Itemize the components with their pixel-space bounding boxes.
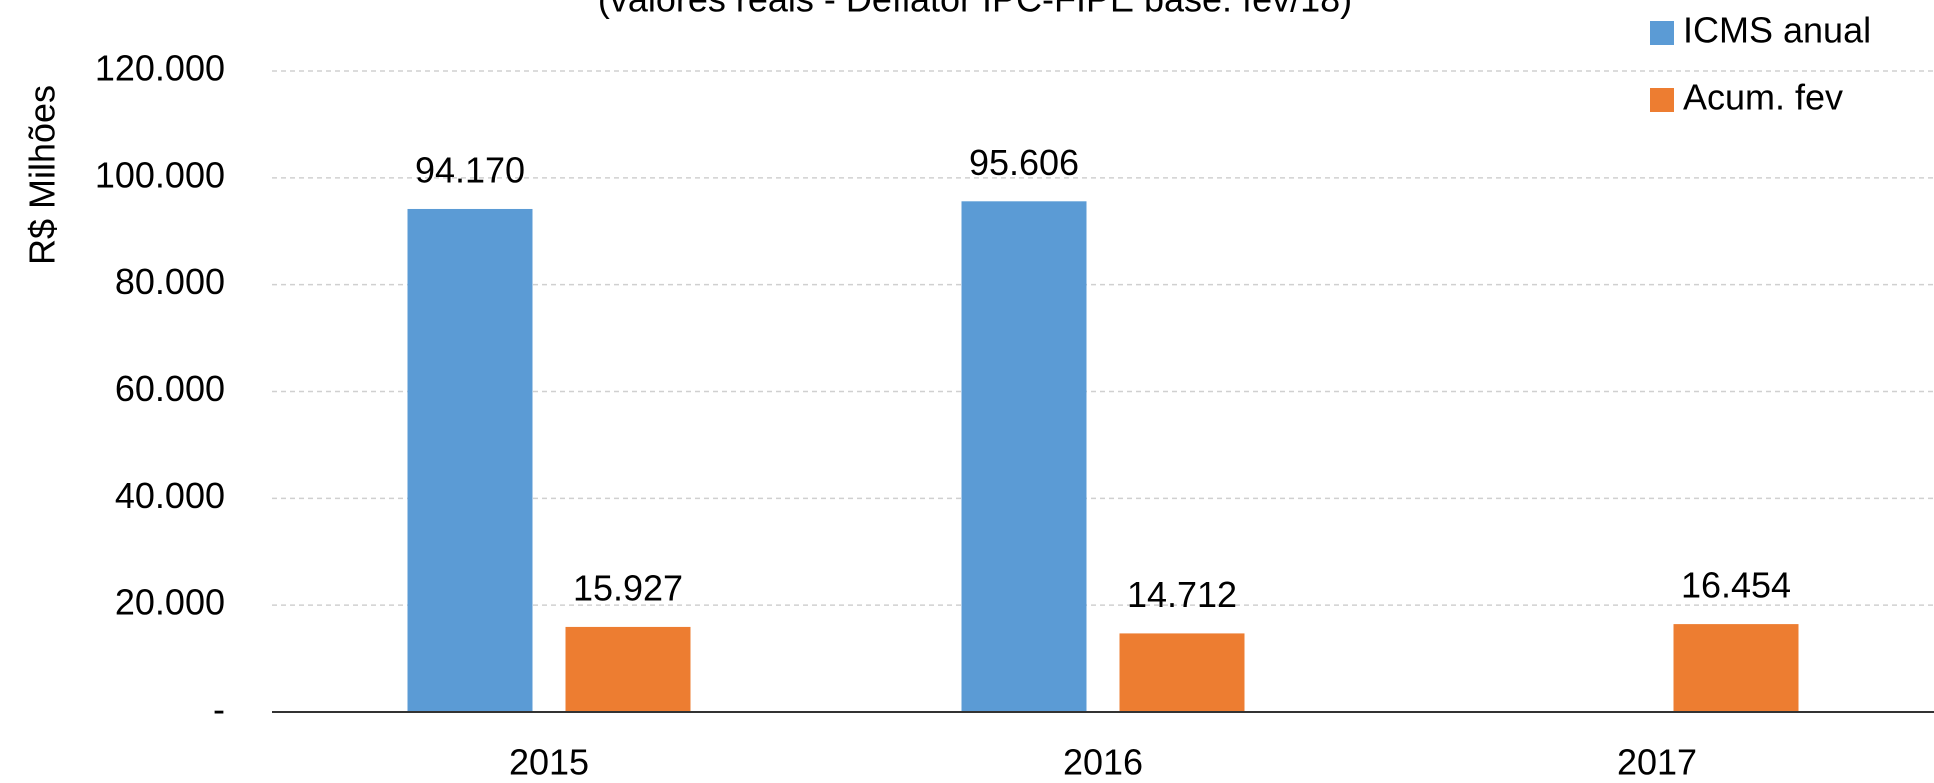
y-tick-label: 120.000 — [95, 48, 225, 89]
y-tick-label: 60.000 — [115, 368, 225, 409]
y-tick-label: 20.000 — [115, 582, 225, 623]
value-label: 95.606 — [969, 142, 1079, 183]
bar — [1673, 624, 1799, 712]
bar — [1119, 633, 1245, 712]
legend-label: ICMS anual — [1683, 10, 1871, 51]
legend-label: Acum. fev — [1683, 77, 1843, 118]
y-axis-label: R$ Milhões — [22, 85, 63, 265]
bar — [407, 208, 533, 712]
x-tick-label: 2015 — [509, 742, 589, 783]
y-tick-label: - — [213, 689, 225, 730]
y-tick-label: 40.000 — [115, 475, 225, 516]
value-label: 15.927 — [573, 567, 683, 608]
y-tick-label: 80.000 — [115, 261, 225, 302]
x-tick-label: 2016 — [1063, 742, 1143, 783]
value-label: 16.454 — [1681, 565, 1791, 606]
legend-swatch — [1650, 88, 1674, 112]
chart-subtitle: (valores reais - Deflator IPC-FIPE base:… — [598, 0, 1352, 20]
x-tick-label: 2017 — [1617, 742, 1697, 783]
bar — [565, 626, 691, 712]
bar — [961, 201, 1087, 712]
value-label: 14.712 — [1127, 574, 1237, 615]
legend-swatch — [1650, 21, 1674, 45]
value-label: 94.170 — [415, 149, 525, 190]
y-tick-label: 100.000 — [95, 154, 225, 195]
